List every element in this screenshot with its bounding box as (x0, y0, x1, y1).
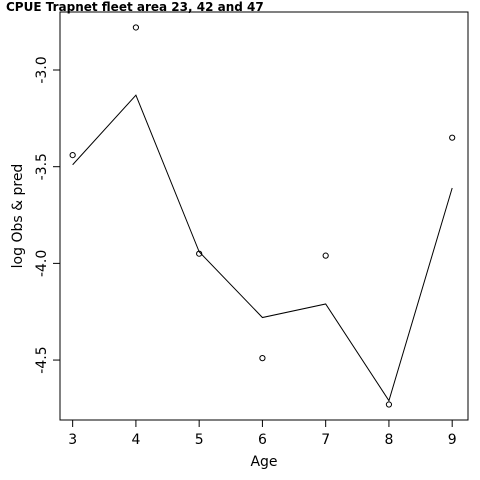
x-tick-label: 6 (258, 432, 267, 448)
plot-frame (59, 11, 469, 421)
observed-point (69, 151, 76, 159)
predicted-line (72, 94, 453, 402)
chart-title: CPUE Trapnet fleet area 23, 42 and 47 (6, 0, 264, 14)
series-layer (69, 24, 456, 408)
x-axis: 3 4 5 6 7 8 9 (68, 419, 457, 448)
observed-point (322, 252, 329, 259)
y-axis-label: log Obs & pred (10, 164, 26, 269)
x-tick-label: 7 (321, 432, 330, 448)
y-tick-label: -3.5 (34, 153, 50, 180)
observed-point (259, 355, 266, 362)
x-tick-label: 4 (131, 432, 140, 448)
x-tick-label: 5 (195, 432, 204, 448)
y-axis: -3.0 -3.5 -4.0 -4.5 (34, 56, 61, 374)
observed-point (132, 24, 140, 31)
x-tick-label: 9 (448, 432, 457, 448)
observed-point (385, 401, 393, 408)
y-tick-label: -3.0 (34, 56, 50, 83)
x-axis-label: Age (250, 454, 277, 470)
y-tick-label: -4.0 (34, 250, 50, 277)
x-tick-label: 3 (68, 432, 77, 448)
y-tick-label: -4.5 (34, 346, 50, 373)
observed-point (449, 134, 456, 141)
x-tick-label: 8 (384, 432, 393, 448)
